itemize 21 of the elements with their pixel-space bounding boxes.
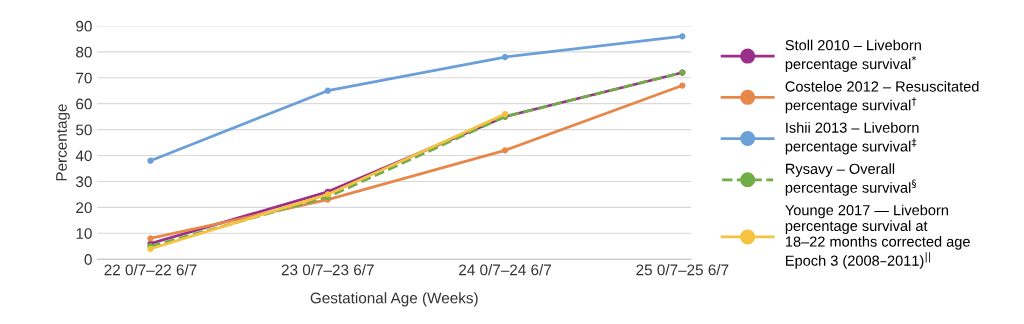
y-tick-label: 30 bbox=[76, 176, 92, 188]
y-tick-label: 50 bbox=[76, 124, 92, 136]
y-axis-title: Percentage bbox=[56, 104, 70, 181]
legend-label: Stoll 2010 – Liveborn percentage survival$^{*}$ bbox=[785, 39, 921, 73]
y-tick-label: 0 bbox=[84, 254, 92, 265]
legend-label: Rysavy – Overall percentage survival$^{§}$ bbox=[785, 163, 917, 196]
x-axis-title: Gestational Age (Weeks) bbox=[310, 292, 478, 307]
y-tick-label: 70 bbox=[76, 72, 92, 84]
legend-label: Younge 2017 — Liveborn percentage survival at 18–22 months corrected age Epoch 3 (2008–2011)$^{||}$ bbox=[785, 204, 970, 269]
y-tick-label: 80 bbox=[76, 46, 92, 58]
x-tick-label: 25 0/7–25 6/7 bbox=[636, 264, 729, 276]
x-tick-label: 24 0/7–24 6/7 bbox=[459, 264, 552, 276]
y-tick-label: 20 bbox=[76, 202, 92, 214]
legend-label: Ishii 2013 – Liveborn percentage survival$^{‡}$ bbox=[785, 122, 919, 155]
y-tick-label: 40 bbox=[75, 150, 92, 162]
y-tick-label: 90 bbox=[76, 20, 92, 32]
y-tick-label: 60 bbox=[76, 98, 92, 110]
legend-label: Costeloe 2012 – Resuscitated percentage survival$^{†}$ bbox=[785, 80, 979, 114]
x-tick-label: 23 0/7–23 6/7 bbox=[281, 264, 374, 276]
x-tick-label: 22 0/7–22 6/7 bbox=[104, 264, 197, 276]
y-tick-label: 10 bbox=[76, 228, 92, 239]
